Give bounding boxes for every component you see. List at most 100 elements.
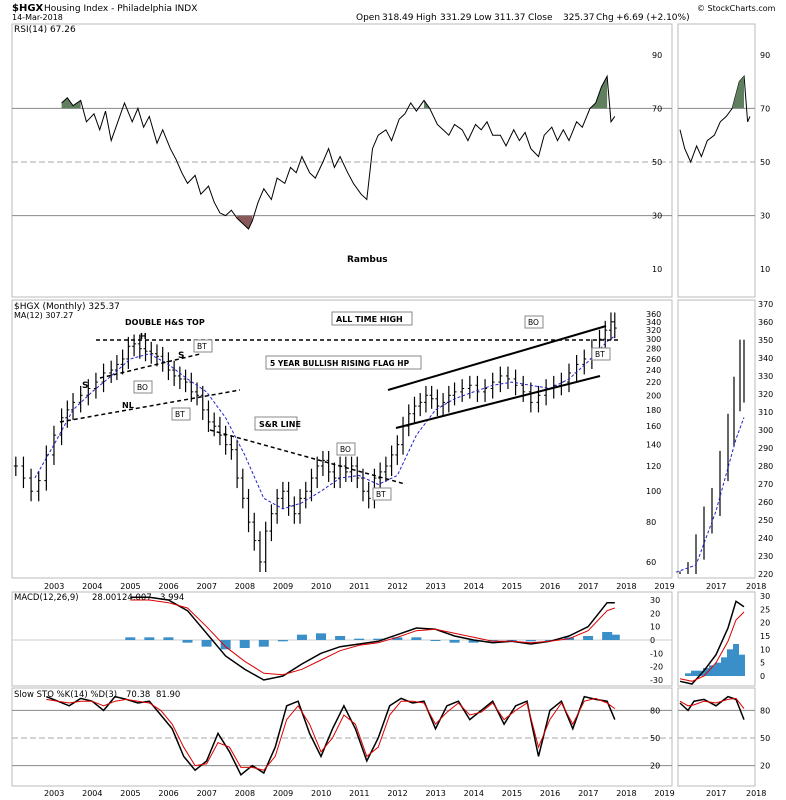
x-tick-label: 2017: [578, 789, 598, 798]
x-tick-label: 2013: [425, 789, 445, 798]
price-side-tick-label: 220: [758, 570, 773, 579]
price-side-tick-label: 330: [758, 372, 773, 381]
bo-callout-1: BO: [133, 380, 153, 394]
rsi-legend: RSI(14) 67.26: [14, 25, 76, 35]
macd-tick-label: 20: [650, 609, 660, 618]
bt-label-1: BT: [197, 342, 207, 351]
side-x-tick-label: 2017: [706, 582, 726, 591]
sto-side-panel-frame: [677, 687, 756, 787]
macd-histogram-bar: [258, 640, 269, 647]
macd-side-bar: [697, 670, 703, 676]
macd-panel: MACD(12,26,9) 28.001 24.007 3.994 302010…: [12, 592, 770, 685]
high-label: High: [416, 13, 437, 23]
macd-tick-label: 0: [650, 636, 655, 645]
rsi-side-tick-label: 10: [760, 265, 770, 274]
macd-histogram-bar: [487, 640, 498, 642]
rsi-panel: RSI(14) 67.26 90 90 70 70 50 50 30 30 10 10 Rambu…: [12, 25, 770, 274]
macd-histogram-bar: [430, 640, 441, 641]
flag-upper-line: [387, 325, 607, 391]
sto-side-tick-label: 80: [760, 706, 770, 715]
x-tick-label: 2011: [349, 582, 369, 591]
rsi-tick-label: 30: [652, 212, 662, 221]
rambus-label: Rambus: [347, 255, 388, 265]
side-x-tick-label: 2018: [746, 582, 766, 591]
head-label: H: [140, 332, 147, 341]
macd-tick-label: 10: [650, 623, 660, 632]
x-tick-label: 2018: [616, 789, 636, 798]
low-value: 311.37: [494, 13, 526, 23]
rising-flag-callout: 5 YEAR BULLISH RISING FLAG HP: [265, 355, 422, 370]
all-time-high-callout: ALL TIME HIGH: [331, 311, 413, 326]
macd-side-bar: [739, 654, 745, 676]
macd-histogram-bar: [583, 636, 594, 640]
price-panel-frame: [11, 299, 673, 579]
left-shoulder-label: S: [82, 381, 88, 391]
change-value: +6.69 (+2.10%): [616, 13, 690, 23]
price-bars: [13, 312, 617, 573]
macd-side-tick-label: 5: [760, 659, 765, 668]
price-tick-label: 320: [646, 326, 661, 335]
low-label: Low: [474, 13, 492, 23]
price-x-axis: 2003 2004 2005 2006 2007 2008 2009 2010 2011 2012…: [44, 582, 766, 591]
x-tick-label: 2008: [235, 789, 255, 798]
bt-box-4: [591, 347, 611, 361]
k-line: [46, 695, 616, 776]
bo-label-1: BO: [137, 383, 148, 392]
price-tick-label: 160: [646, 422, 661, 431]
macd-legend: MACD(12,26,9): [14, 593, 79, 603]
price-tick-label: 60: [646, 558, 656, 567]
rising-flag-label: 5 YEAR BULLISH RISING FLAG HP: [270, 359, 410, 368]
macd-side: [679, 600, 745, 685]
price-side-tick-label: 340: [758, 354, 773, 363]
price-legend: $HGX (Monthly) 325.37: [14, 302, 120, 312]
ma-legend: MA(12) 307.27: [14, 311, 73, 320]
d-value: 81.90: [156, 690, 180, 700]
macd-side-bar: [691, 670, 697, 676]
macd-histogram-bar: [277, 640, 288, 642]
sto-side: [679, 695, 745, 720]
x-tick-label: 2010: [311, 582, 331, 591]
x-tick-label: 2016: [540, 582, 560, 591]
high-value: 331.29: [440, 13, 472, 23]
rsi-side-fill: [732, 76, 745, 109]
sto-panel: Slow STO %K(14) %D(3) 70.38 81.90 80 80 50…: [12, 690, 770, 798]
macd-histogram-bar: [335, 636, 346, 640]
histogram-value: 3.994: [160, 593, 184, 603]
k-side-line: [679, 695, 745, 720]
d-side-line: [679, 697, 745, 709]
x-tick-label: 2004: [82, 789, 102, 798]
macd-side-tick-label: 20: [760, 619, 770, 628]
rsi-tick-label: 90: [652, 51, 662, 60]
bo-callout-2: BO: [336, 442, 356, 456]
rsi-tick-label: 50: [652, 158, 662, 167]
x-tick-label: 2017: [578, 582, 598, 591]
macd-panel-frame: [11, 591, 673, 687]
price-tick-label: 300: [646, 335, 661, 344]
macd-histogram-bar: [468, 640, 479, 643]
macd-axis-ticks: 30 20 10 0 -10 -20 -30 30 25 20 15 10 5 0: [650, 592, 770, 685]
neckline: [59, 389, 241, 423]
sto-side-tick-label: 20: [760, 762, 770, 771]
macd-line: [130, 596, 615, 681]
macd-histogram-bar: [220, 640, 231, 650]
bt-callout-4: BT: [591, 347, 611, 361]
x-tick-label: 2016: [540, 789, 560, 798]
price-side-tick-label: 360: [758, 318, 773, 327]
x-tick-label: 2005: [120, 789, 140, 798]
bt-label-4: BT: [595, 350, 605, 359]
macd-histogram-bar: [392, 637, 403, 640]
macd-histogram-bar: [609, 634, 620, 640]
chart-date-label: 14-Mar-2018: [12, 13, 63, 22]
macd-side-tick-label: 10: [760, 645, 770, 654]
all-time-high-label: ALL TIME HIGH: [336, 315, 403, 324]
macd-histogram-bar: [296, 634, 307, 640]
price-tick-label: 280: [646, 345, 661, 354]
x-tick-label: 2003: [44, 582, 64, 591]
x-tick-label: 2014: [464, 582, 484, 591]
price-side-bars: [679, 339, 745, 574]
moving-average-line: [34, 335, 616, 510]
macd-histogram-bar: [544, 640, 555, 641]
index-name-label: Housing Index - Philadelphia INDX: [44, 4, 197, 14]
rsi-side-overbought-fill: [732, 76, 745, 109]
